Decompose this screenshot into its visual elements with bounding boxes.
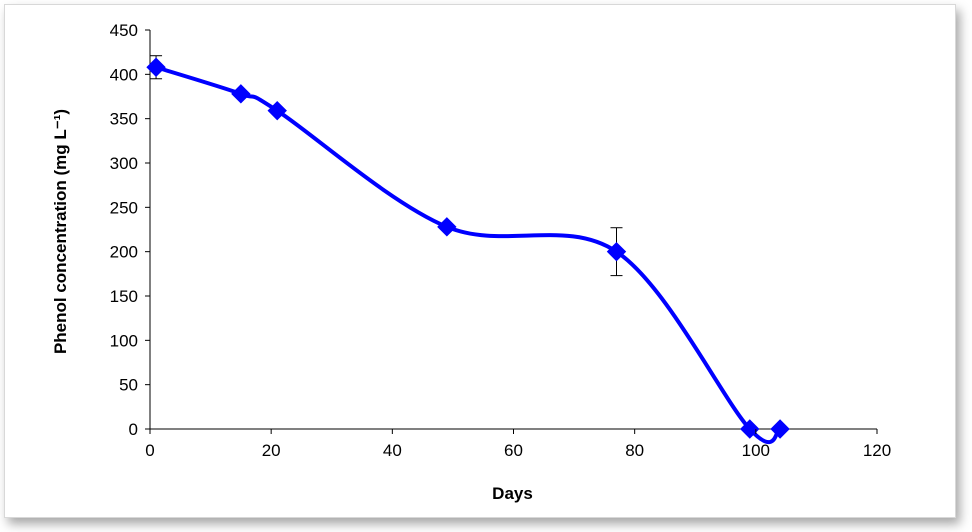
data-point-marker	[267, 100, 287, 121]
data-point-marker	[146, 57, 166, 77]
y-axis-title: Phenol concentration (mg L⁻¹)	[51, 109, 70, 354]
y-tick-label: 200	[110, 243, 138, 262]
x-axis-title: Days	[492, 484, 533, 503]
x-tick-label: 0	[145, 441, 154, 460]
series-line	[155, 65, 782, 445]
x-tick-label: 120	[863, 441, 891, 460]
y-tick-label: 100	[110, 331, 138, 350]
y-tick-label: 150	[110, 287, 138, 306]
chart-frame	[4, 4, 956, 518]
y-tick-label: 450	[110, 21, 138, 40]
y-tick-label: 400	[110, 65, 138, 84]
y-tick-label: 0	[129, 420, 138, 439]
x-tick-label: 40	[383, 441, 402, 460]
x-tick-label: 80	[625, 441, 644, 460]
data-point-marker	[770, 419, 790, 439]
data-point-marker	[606, 241, 627, 262]
data-point-marker	[437, 217, 457, 237]
y-tick-label: 300	[110, 154, 138, 173]
x-tick-label: 60	[504, 441, 523, 460]
y-tick-label: 250	[110, 198, 138, 217]
y-tick-label: 50	[119, 376, 138, 395]
y-tick-label: 350	[110, 110, 138, 129]
data-point-marker	[231, 84, 251, 104]
x-tick-label: 100	[742, 441, 770, 460]
data-point-marker	[740, 419, 760, 439]
x-tick-label: 20	[262, 441, 281, 460]
